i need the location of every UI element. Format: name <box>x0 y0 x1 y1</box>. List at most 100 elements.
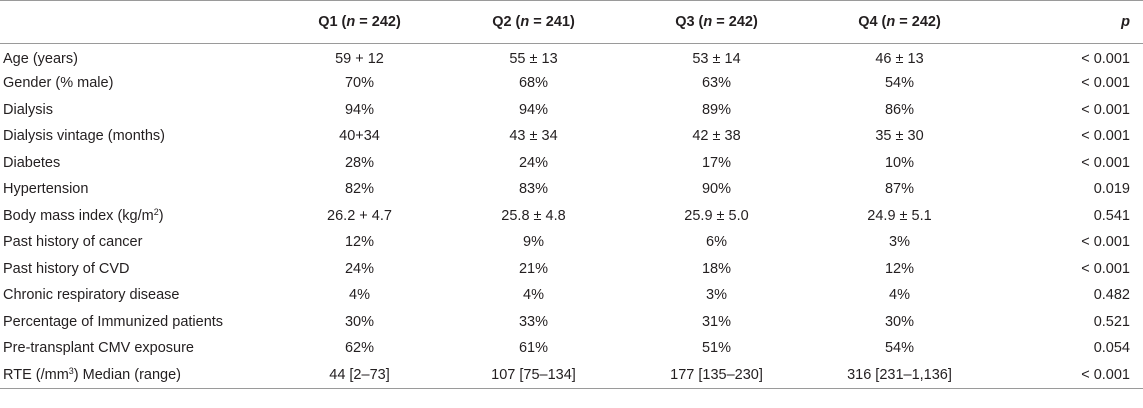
cell-q4: 316 [231–1,136] <box>808 361 991 389</box>
row-label: Past history of CVD <box>3 260 130 277</box>
cell-q4: 24.9 ± 5.1 <box>867 207 932 224</box>
cell-q2: 25.8 ± 4.8 <box>501 207 566 224</box>
cell-p: 0.541 <box>1093 207 1130 224</box>
header-q2: Q2 (n = 241) <box>442 0 625 44</box>
cell-p: < 0.001 <box>1081 75 1130 92</box>
row-label-text: RTE (/mm <box>3 366 69 383</box>
cell-q3: 17% <box>701 154 732 171</box>
header-q1-n: n <box>346 14 356 30</box>
row-label: Dialysis vintage (months) <box>3 128 165 145</box>
row-label: Percentage of Immunized patients <box>3 313 224 330</box>
table-row: RTE (/mm3) Median (range) 44 [2–73] 107 … <box>0 361 1143 389</box>
table-row: Hypertension 82% 83% 90% 87% 0.019 <box>0 176 1143 203</box>
cell-q3: 42 ± 38 <box>692 128 741 145</box>
cell-q1: 26.2 + 4.7 <box>327 207 392 224</box>
cell-q2: 43 ± 34 <box>509 128 558 145</box>
cell-q3: 25.9 ± 5.0 <box>684 207 749 224</box>
cell-q1: 40+34 <box>339 128 380 145</box>
header-q4: Q4 (n = 242) <box>808 0 991 44</box>
table-row: Dialysis vintage (months) 40+34 43 ± 34 … <box>0 123 1143 150</box>
cell-q2: 24% <box>518 154 549 171</box>
row-label-end: ) <box>158 207 164 224</box>
cell-q1: 28% <box>344 154 375 171</box>
row-label: Past history of cancer <box>3 234 143 251</box>
cell-p: 0.019 <box>1093 181 1130 198</box>
row-label-end: ) Median (range) <box>73 366 181 383</box>
cell-p: 0.482 <box>1093 287 1130 304</box>
header-q2-n: n <box>520 14 530 30</box>
table-row: Gender (% male) 70% 68% 63% 54% < 0.001 <box>0 70 1143 97</box>
cell-q1: 30% <box>344 313 375 330</box>
cell-q3: 177 [135–230] <box>625 361 808 389</box>
cell-q1: 59 + 12 <box>335 50 384 67</box>
row-label: Dialysis <box>3 101 53 118</box>
cell-q4: 54% <box>884 75 915 92</box>
table-row: Past history of CVD 24% 21% 18% 12% < 0.… <box>0 256 1143 283</box>
cell-p: < 0.001 <box>1081 234 1130 251</box>
cell-q4: 54% <box>884 340 915 357</box>
cell-q4: 86% <box>884 101 915 118</box>
cell-q2: 83% <box>518 181 549 198</box>
table-row: Dialysis 94% 94% 89% 86% < 0.001 <box>0 97 1143 124</box>
cell-q2: 94% <box>518 101 549 118</box>
cell-q2: 55 ± 13 <box>509 50 558 67</box>
cell-q1: 82% <box>344 181 375 198</box>
header-q3: Q3 (n = 242) <box>625 0 808 44</box>
header-row: Q1 (n = 242) Q2 (n = 241) Q3 (n = 242) Q… <box>0 0 1143 44</box>
row-label: Age (years) <box>3 50 78 67</box>
header-q4-label: Q4 ( <box>858 14 887 30</box>
cell-q2: 4% <box>523 287 544 304</box>
cell-q2: 9% <box>523 234 544 251</box>
cell-q2: 68% <box>518 75 549 92</box>
cell-q4: 30% <box>884 313 915 330</box>
cell-q3: 18% <box>701 260 732 277</box>
cell-q3: 31% <box>701 313 732 330</box>
cell-q1: 4% <box>349 287 370 304</box>
cell-p: < 0.001 <box>1081 101 1130 118</box>
cell-p: 0.521 <box>1093 313 1130 330</box>
table-row: Diabetes 28% 24% 17% 10% < 0.001 <box>0 150 1143 177</box>
header-q2-label: Q2 ( <box>492 14 521 30</box>
header-q1-label: Q1 ( <box>318 14 347 30</box>
table-row: Age (years) 59 + 12 55 ± 13 53 ± 14 46 ±… <box>0 44 1143 71</box>
cell-q1: 44 [2–73] <box>277 361 442 389</box>
cell-q3: 3% <box>706 287 727 304</box>
header-q4-rest: = 242) <box>895 14 941 30</box>
row-label: Gender (% male) <box>3 75 114 92</box>
header-q1-rest: = 242) <box>355 14 401 30</box>
table-row: Percentage of Immunized patients 30% 33%… <box>0 309 1143 336</box>
cell-q4: 87% <box>884 181 915 198</box>
row-label: RTE (/mm3) Median (range) <box>0 361 277 389</box>
cell-q4: 12% <box>884 260 915 277</box>
cell-q1: 24% <box>344 260 375 277</box>
cell-q2: 33% <box>518 313 549 330</box>
header-p: p <box>991 0 1143 44</box>
cell-q1: 12% <box>344 234 375 251</box>
cell-q4: 10% <box>884 154 915 171</box>
header-q2-rest: = 241) <box>529 14 575 30</box>
cell-q3: 89% <box>701 101 732 118</box>
cell-p: < 0.001 <box>1081 260 1130 277</box>
row-label-superscript: 2 <box>153 206 159 217</box>
row-label: Chronic respiratory disease <box>3 287 180 304</box>
cell-q3: 53 ± 14 <box>692 50 741 67</box>
row-label: Diabetes <box>3 154 61 171</box>
cell-q4: 3% <box>889 234 910 251</box>
row-label-superscript: 3 <box>68 365 74 376</box>
table-row: Chronic respiratory disease 4% 4% 3% 4% … <box>0 282 1143 309</box>
cell-q1: 94% <box>344 101 375 118</box>
cell-q2: 61% <box>518 340 549 357</box>
cell-q3: 90% <box>701 181 732 198</box>
row-label-text: Body mass index (kg/m <box>3 207 154 224</box>
table-row: Body mass index (kg/m2) 26.2 + 4.7 25.8 … <box>0 203 1143 230</box>
table-row: Pre-transplant CMV exposure 62% 61% 51% … <box>0 335 1143 362</box>
cell-q4: 4% <box>889 287 910 304</box>
table-row: Past history of cancer 12% 9% 6% 3% < 0.… <box>0 229 1143 256</box>
cell-q1: 70% <box>344 75 375 92</box>
header-q1: Q1 (n = 242) <box>277 0 442 44</box>
cell-p: 0.054 <box>1093 340 1130 357</box>
row-label: Pre-transplant CMV exposure <box>3 340 194 357</box>
header-q3-label: Q3 ( <box>675 14 704 30</box>
cell-q4: 35 ± 30 <box>875 128 924 145</box>
